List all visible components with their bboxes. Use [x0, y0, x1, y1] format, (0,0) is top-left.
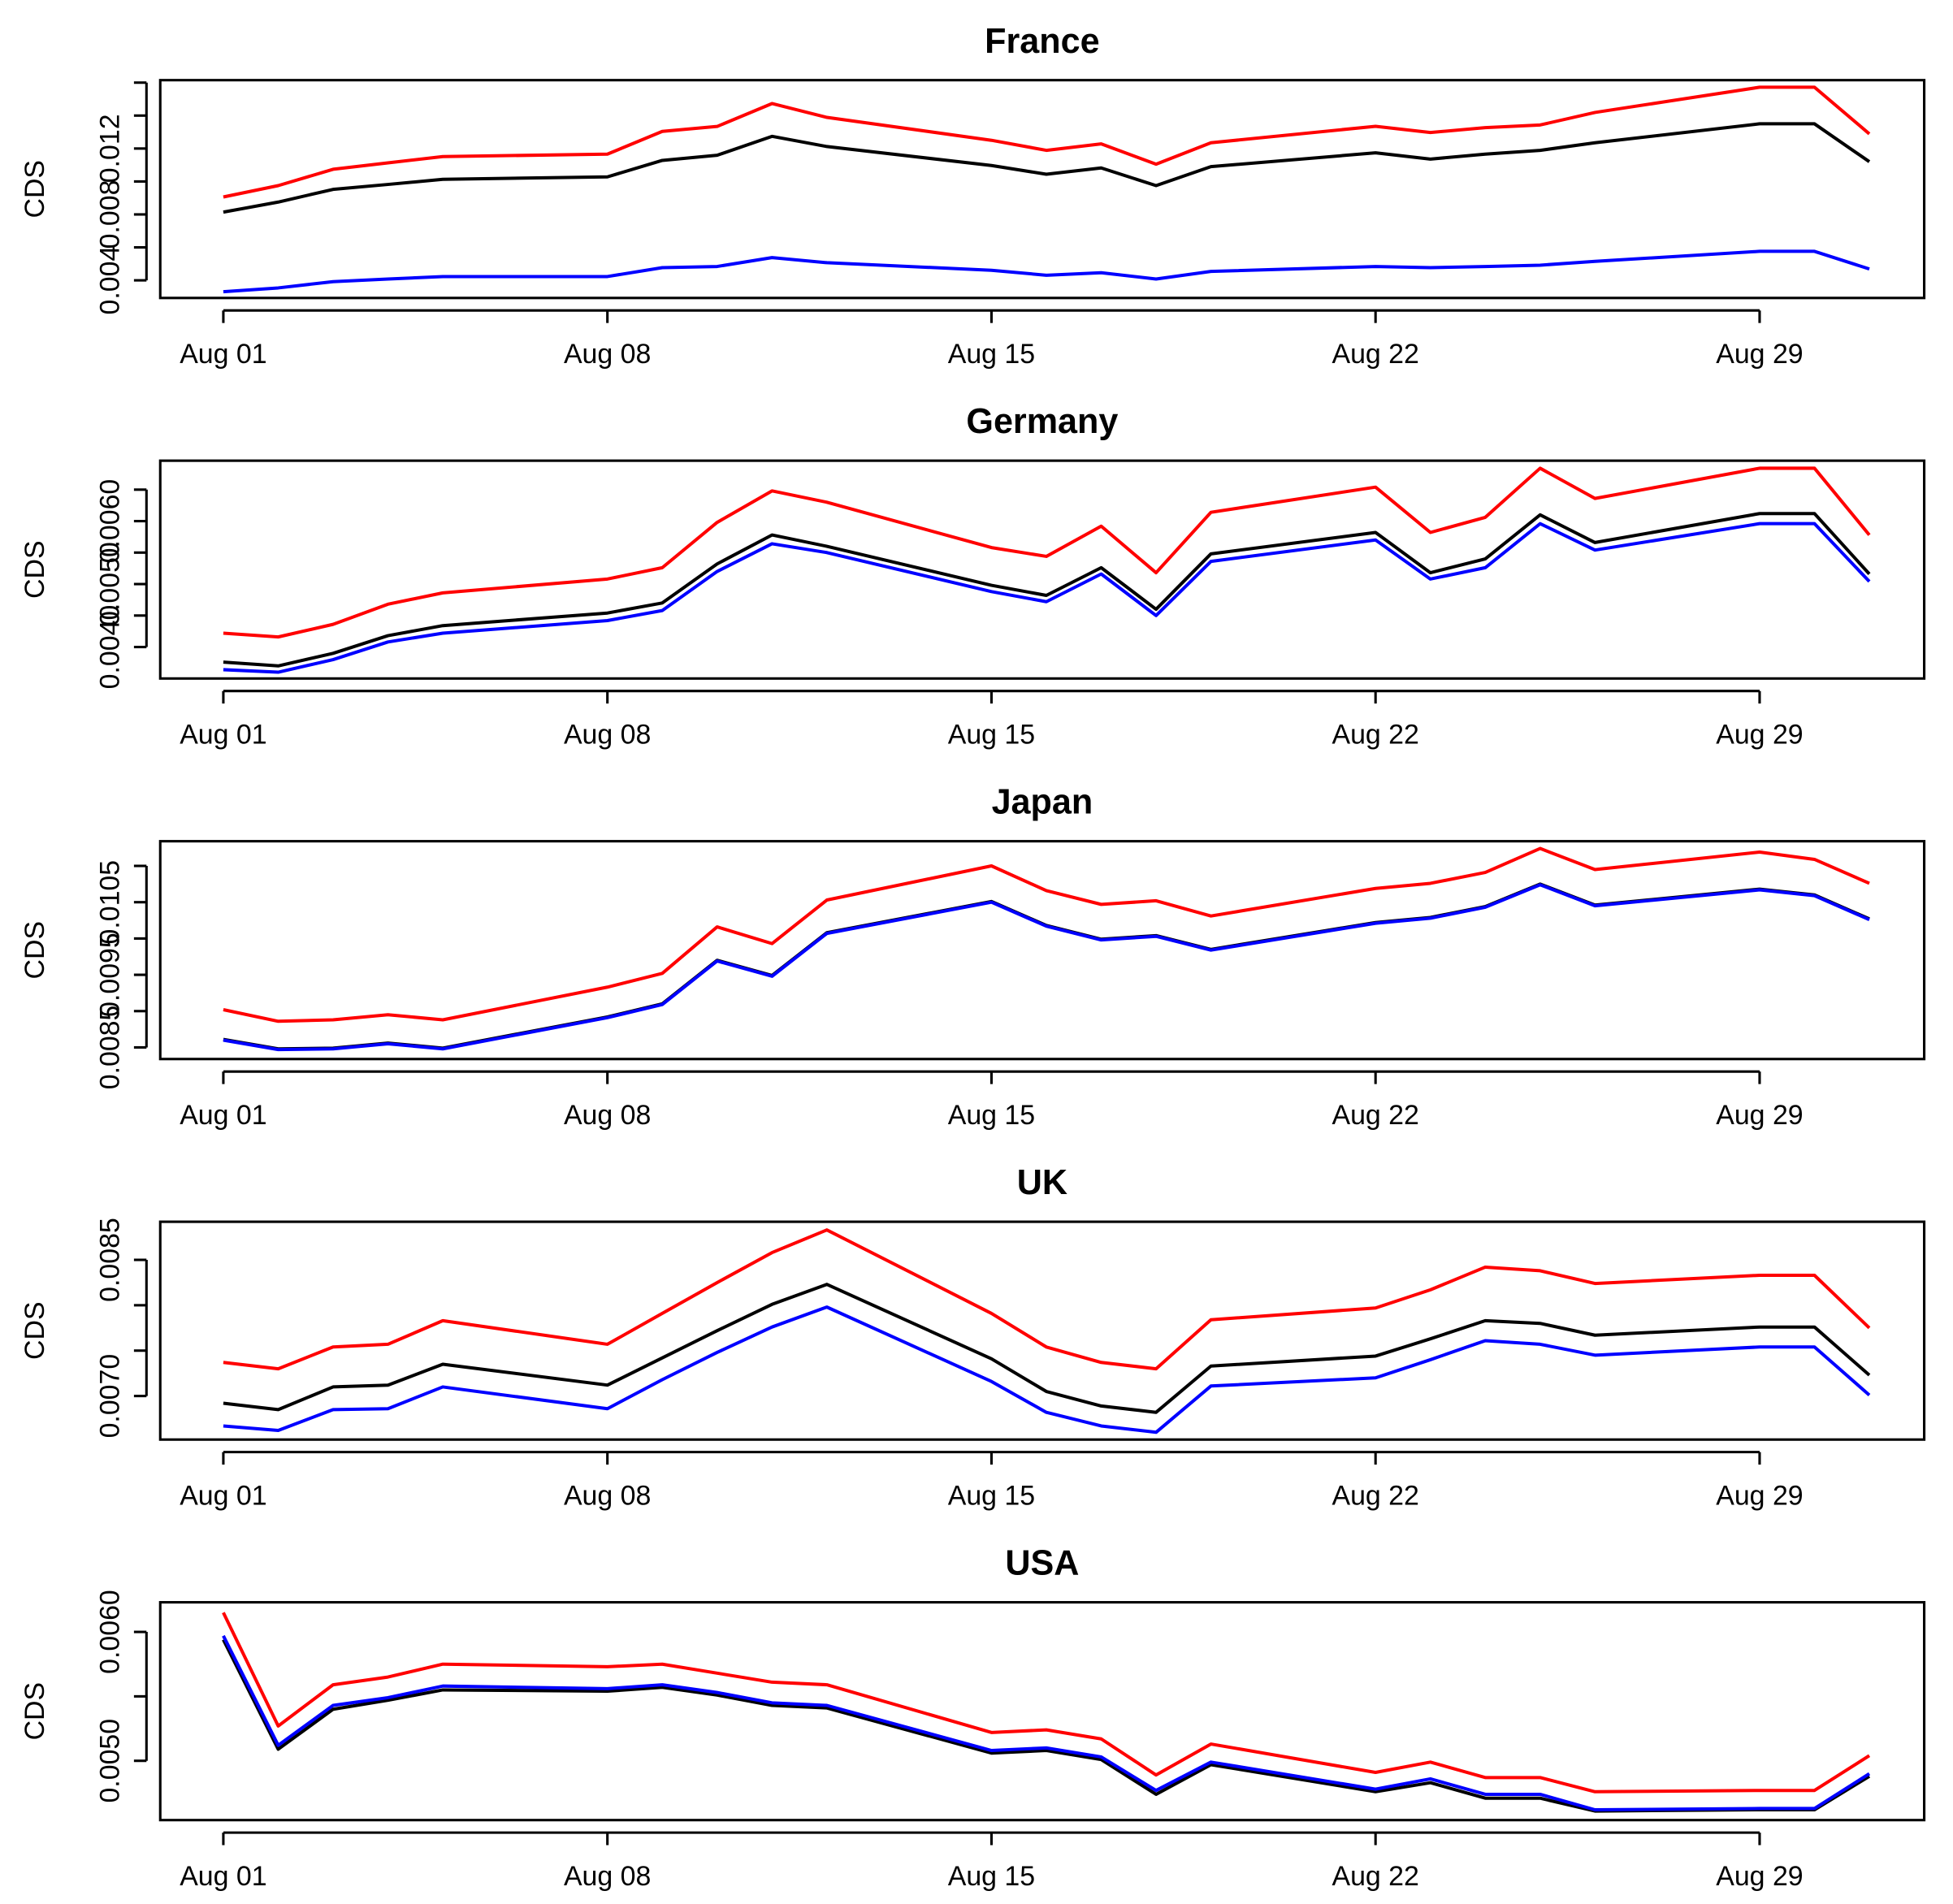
series-line — [223, 122, 1871, 214]
panel-title: USA — [1005, 1544, 1079, 1583]
series-line — [223, 521, 1871, 674]
x-tick-label: Aug 08 — [564, 1100, 651, 1131]
panel-title: Japan — [992, 783, 1093, 822]
y-tick-label: 0.0105 — [94, 860, 125, 945]
x-tick-label: Aug 08 — [564, 719, 651, 750]
x-tick-label: Aug 01 — [180, 339, 266, 370]
series-line — [223, 512, 1871, 668]
y-tick-label: 0.0095 — [94, 933, 125, 1017]
plot-frame — [158, 1220, 1926, 1441]
x-tick-label: Aug 01 — [180, 1861, 266, 1892]
series-line — [223, 466, 1871, 639]
y-tick-label: 0.0085 — [94, 1006, 125, 1090]
y-axis-label: CDS — [19, 540, 50, 599]
x-tick-label: Aug 29 — [1716, 339, 1803, 370]
y-tick-label: 0.0050 — [94, 542, 125, 626]
plot-frame — [158, 1601, 1926, 1822]
x-tick-label: Aug 15 — [948, 719, 1035, 750]
x-tick-label: Aug 01 — [180, 719, 266, 750]
series-line — [222, 1612, 1871, 1794]
panel-title: UK — [1017, 1163, 1067, 1202]
y-axis-label: CDS — [19, 1301, 50, 1360]
x-tick-label: Aug 22 — [1332, 1861, 1418, 1892]
plot-frame — [158, 459, 1926, 680]
series-line — [223, 1228, 1871, 1371]
y-tick-label: 0.012 — [94, 114, 125, 183]
plot-frame — [158, 840, 1926, 1061]
x-tick-label: Aug 08 — [564, 1861, 651, 1892]
y-axis-label: CDS — [19, 921, 50, 980]
x-tick-label: Aug 22 — [1332, 719, 1418, 750]
plot-frame — [158, 79, 1926, 300]
y-axis-label: CDS — [19, 1682, 50, 1741]
x-tick-label: Aug 22 — [1332, 339, 1418, 370]
x-tick-label: Aug 01 — [180, 1480, 266, 1511]
y-tick-label: 0.004 — [94, 246, 125, 315]
series-line — [223, 85, 1871, 199]
series-line — [223, 1283, 1871, 1414]
x-tick-label: Aug 22 — [1332, 1480, 1418, 1511]
x-tick-label: Aug 29 — [1716, 1480, 1803, 1511]
x-tick-label: Aug 15 — [948, 339, 1035, 370]
y-axis-label: CDS — [19, 160, 50, 219]
y-tick-label: 0.0050 — [94, 1719, 125, 1803]
x-tick-label: Aug 08 — [564, 339, 651, 370]
y-tick-label: 0.0085 — [94, 1218, 125, 1302]
x-tick-label: Aug 22 — [1332, 1100, 1418, 1131]
series-line — [223, 882, 1870, 1051]
x-tick-label: Aug 29 — [1716, 719, 1803, 750]
series-line — [223, 846, 1870, 1023]
x-tick-label: Aug 01 — [180, 1100, 266, 1131]
series-line — [222, 1634, 1871, 1812]
y-tick-label: 0.0070 — [94, 1354, 125, 1439]
series-line — [223, 249, 1870, 294]
series-line — [223, 883, 1870, 1052]
x-tick-label: Aug 29 — [1716, 1861, 1803, 1892]
x-tick-label: Aug 08 — [564, 1480, 651, 1511]
series-line — [223, 1305, 1871, 1434]
y-tick-label: 0.0060 — [94, 479, 125, 564]
panel-title: Germany — [966, 402, 1118, 441]
y-tick-label: 0.008 — [94, 180, 125, 249]
x-tick-label: Aug 29 — [1716, 1100, 1803, 1131]
x-tick-label: Aug 15 — [948, 1480, 1035, 1511]
series-line — [222, 1638, 1871, 1813]
x-tick-label: Aug 15 — [948, 1100, 1035, 1131]
y-tick-label: 0.0040 — [94, 605, 125, 690]
panel-title: France — [985, 22, 1099, 61]
y-tick-label: 0.0060 — [94, 1590, 125, 1674]
x-tick-label: Aug 15 — [948, 1861, 1035, 1892]
